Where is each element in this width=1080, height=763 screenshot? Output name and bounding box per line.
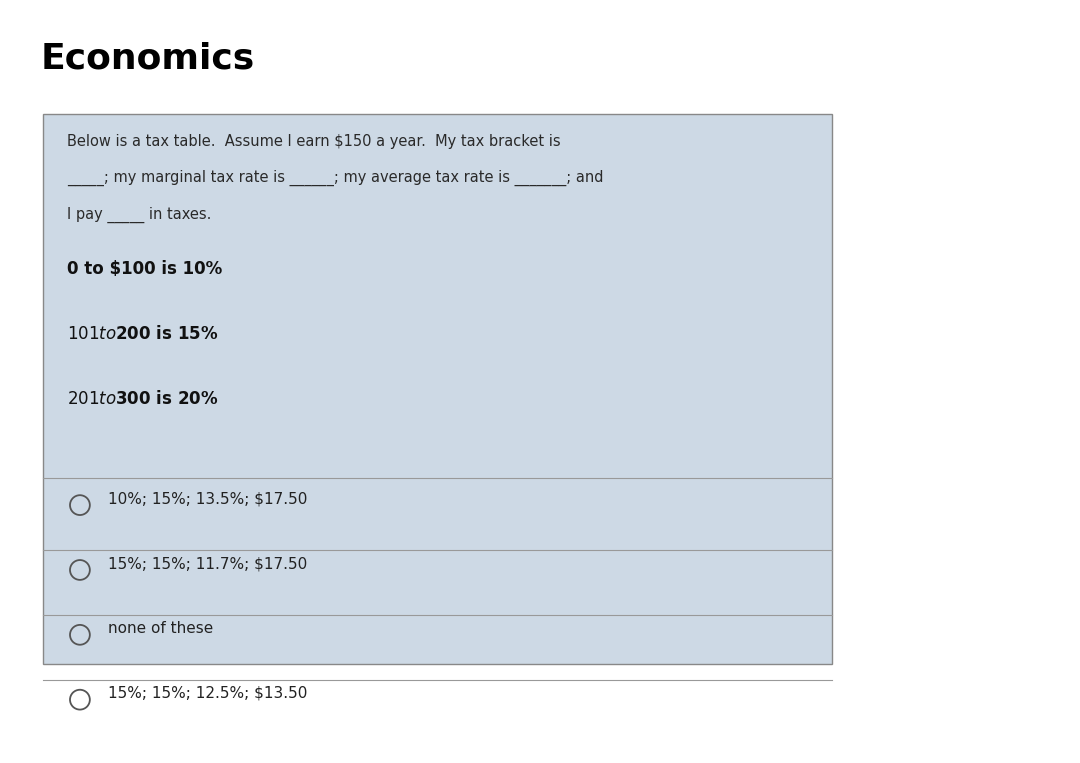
Text: $101 to $200 is 15%: $101 to $200 is 15% xyxy=(67,325,218,343)
Text: Economics: Economics xyxy=(41,42,255,76)
Text: 15%; 15%; 11.7%; $17.50: 15%; 15%; 11.7%; $17.50 xyxy=(108,556,307,571)
Text: I pay _____ in taxes.: I pay _____ in taxes. xyxy=(67,207,212,223)
Text: 10%; 15%; 13.5%; $17.50: 10%; 15%; 13.5%; $17.50 xyxy=(108,491,308,507)
FancyBboxPatch shape xyxy=(43,114,832,664)
Text: none of these: none of these xyxy=(108,621,213,636)
Text: _____; my marginal tax rate is ______; my average tax rate is _______; and: _____; my marginal tax rate is ______; m… xyxy=(67,170,604,186)
Text: Below is a tax table.  Assume I earn $150 a year.  My tax bracket is: Below is a tax table. Assume I earn $150… xyxy=(67,134,561,149)
Text: 15%; 15%; 12.5%; $13.50: 15%; 15%; 12.5%; $13.50 xyxy=(108,686,308,701)
Text: $201 to $300 is 20%: $201 to $300 is 20% xyxy=(67,390,218,408)
Text: 0 to $100 is 10%: 0 to $100 is 10% xyxy=(67,260,222,278)
